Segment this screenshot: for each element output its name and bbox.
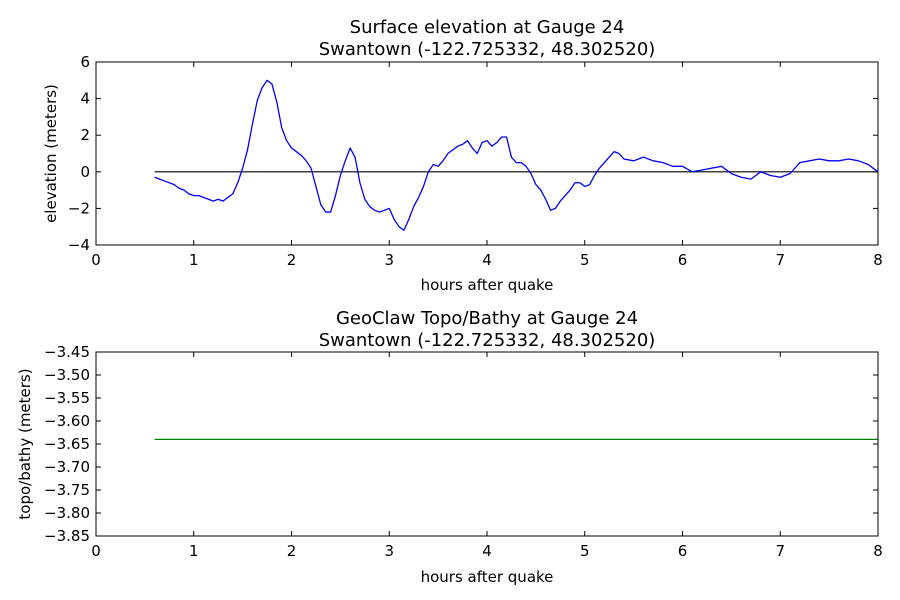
topo-bathy-y-tick-label: −3.60 [44,412,90,430]
topo-bathy-y-tick-label: −3.70 [44,458,90,476]
elevation-chart: Surface elevation at Gauge 24 Swantown (… [42,17,883,294]
topo-bathy-chart-title: GeoClaw Topo/Bathy at Gauge 24 [336,308,638,329]
elevation-chart-title: Surface elevation at Gauge 24 [350,17,625,38]
topo-bathy-x-tick-label: 7 [775,542,785,560]
topo-bathy-x-axis-label: hours after quake [421,568,554,586]
elevation-x-tick-label: 5 [580,251,590,269]
topo-bathy-chart: GeoClaw Topo/Bathy at Gauge 24 Swantown … [16,308,883,586]
elevation-chart-subtitle: Swantown (-122.725332, 48.302520) [319,39,656,60]
elevation-y-axis-label: elevation (meters) [42,84,60,223]
elevation-x-tick-label: 0 [91,251,101,269]
elevation-y-tick-label: −4 [68,236,90,254]
elevation-y-tick-label: −2 [68,199,90,217]
elevation-series-line [154,79,879,232]
elevation-x-axis-label: hours after quake [421,276,554,294]
elevation-y-tick-label: 6 [80,53,90,71]
topo-bathy-y-tick-label: −3.85 [44,527,90,545]
topo-bathy-y-tick-label: −3.80 [44,504,90,522]
topo-bathy-x-tick-label: 5 [580,542,590,560]
elevation-x-tick-label: 1 [189,251,199,269]
topo-bathy-x-tick-label: 8 [873,542,883,560]
elevation-x-tick-label: 4 [482,251,492,269]
elevation-plot-area [154,79,879,232]
topo-bathy-x-tick-label: 0 [91,542,101,560]
elevation-y-tick-label: 4 [80,90,90,108]
elevation-x-tick-label: 3 [384,251,394,269]
topo-bathy-x-tick-label: 6 [678,542,688,560]
elevation-x-tick-label: 7 [775,251,785,269]
elevation-x-tick-label: 8 [873,251,883,269]
topo-bathy-y-tick-label: −3.50 [44,366,90,384]
elevation-x-tick-label: 6 [678,251,688,269]
elevation-axes: 0 1 2 3 4 5 6 7 8 −4 −2 0 2 4 6 [68,53,883,269]
elevation-y-tick-label: 2 [80,126,90,144]
topo-bathy-x-tick-label: 3 [384,542,394,560]
topo-bathy-y-tick-label: −3.55 [44,389,90,407]
topo-bathy-y-tick-label: −3.65 [44,435,90,453]
topo-bathy-x-tick-label: 2 [287,542,297,560]
topo-bathy-y-tick-label: −3.45 [44,343,90,361]
topo-bathy-y-axis-label: topo/bathy (meters) [16,368,34,519]
elevation-y-tick-label: 0 [80,163,90,181]
topo-bathy-chart-subtitle: Swantown (-122.725332, 48.302520) [319,330,656,351]
topo-bathy-y-tick-label: −3.75 [44,481,90,499]
topo-bathy-x-tick-label: 1 [189,542,199,560]
elevation-x-tick-label: 2 [287,251,297,269]
topo-bathy-x-tick-label: 4 [482,542,492,560]
topo-bathy-axes: 0 1 2 3 4 5 6 7 8 −3.85 −3.80 −3.75 −3.70 −3.65 −3.60 −… [44,343,883,560]
